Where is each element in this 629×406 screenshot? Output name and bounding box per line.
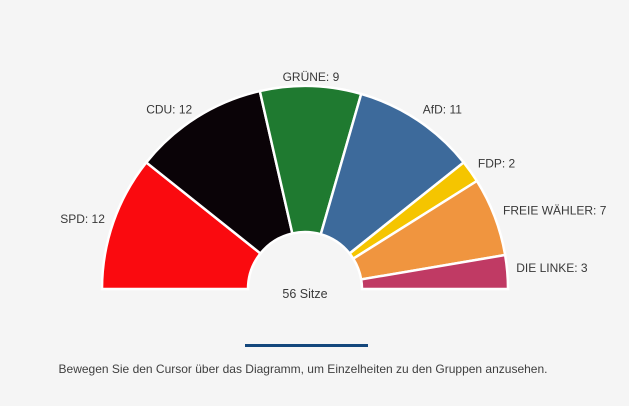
party-label-spd: SPD: 12 (60, 212, 105, 226)
slice-die-linke[interactable] (359, 253, 510, 291)
party-label-freie-w-hler: FREIE WÄHLER: 7 (503, 203, 607, 217)
slice-afd[interactable] (319, 92, 466, 256)
party-label-cdu: CDU: 12 (146, 102, 192, 116)
party-labels: SPD: 12 CDU: 12 GRÜNE: 9 AfD: 11 FDP: 2 FREIE… (60, 70, 607, 275)
slice-spd[interactable] (100, 160, 263, 291)
party-label-afd: AfD: 11 (423, 103, 462, 117)
party-label-die-linke: DIE LINKE: 3 (516, 261, 588, 275)
slice-cdu[interactable] (144, 89, 294, 256)
hint-text: Bewegen Sie den Cursor über das Diagramm… (59, 362, 548, 376)
total-seats-label: 56 Sitze (282, 287, 327, 301)
divider-line (245, 344, 368, 347)
party-label-gr-ne: GRÜNE: 9 (283, 70, 340, 84)
hemicycle-slices (100, 84, 510, 291)
party-label-fdp: FDP: 2 (478, 156, 516, 170)
